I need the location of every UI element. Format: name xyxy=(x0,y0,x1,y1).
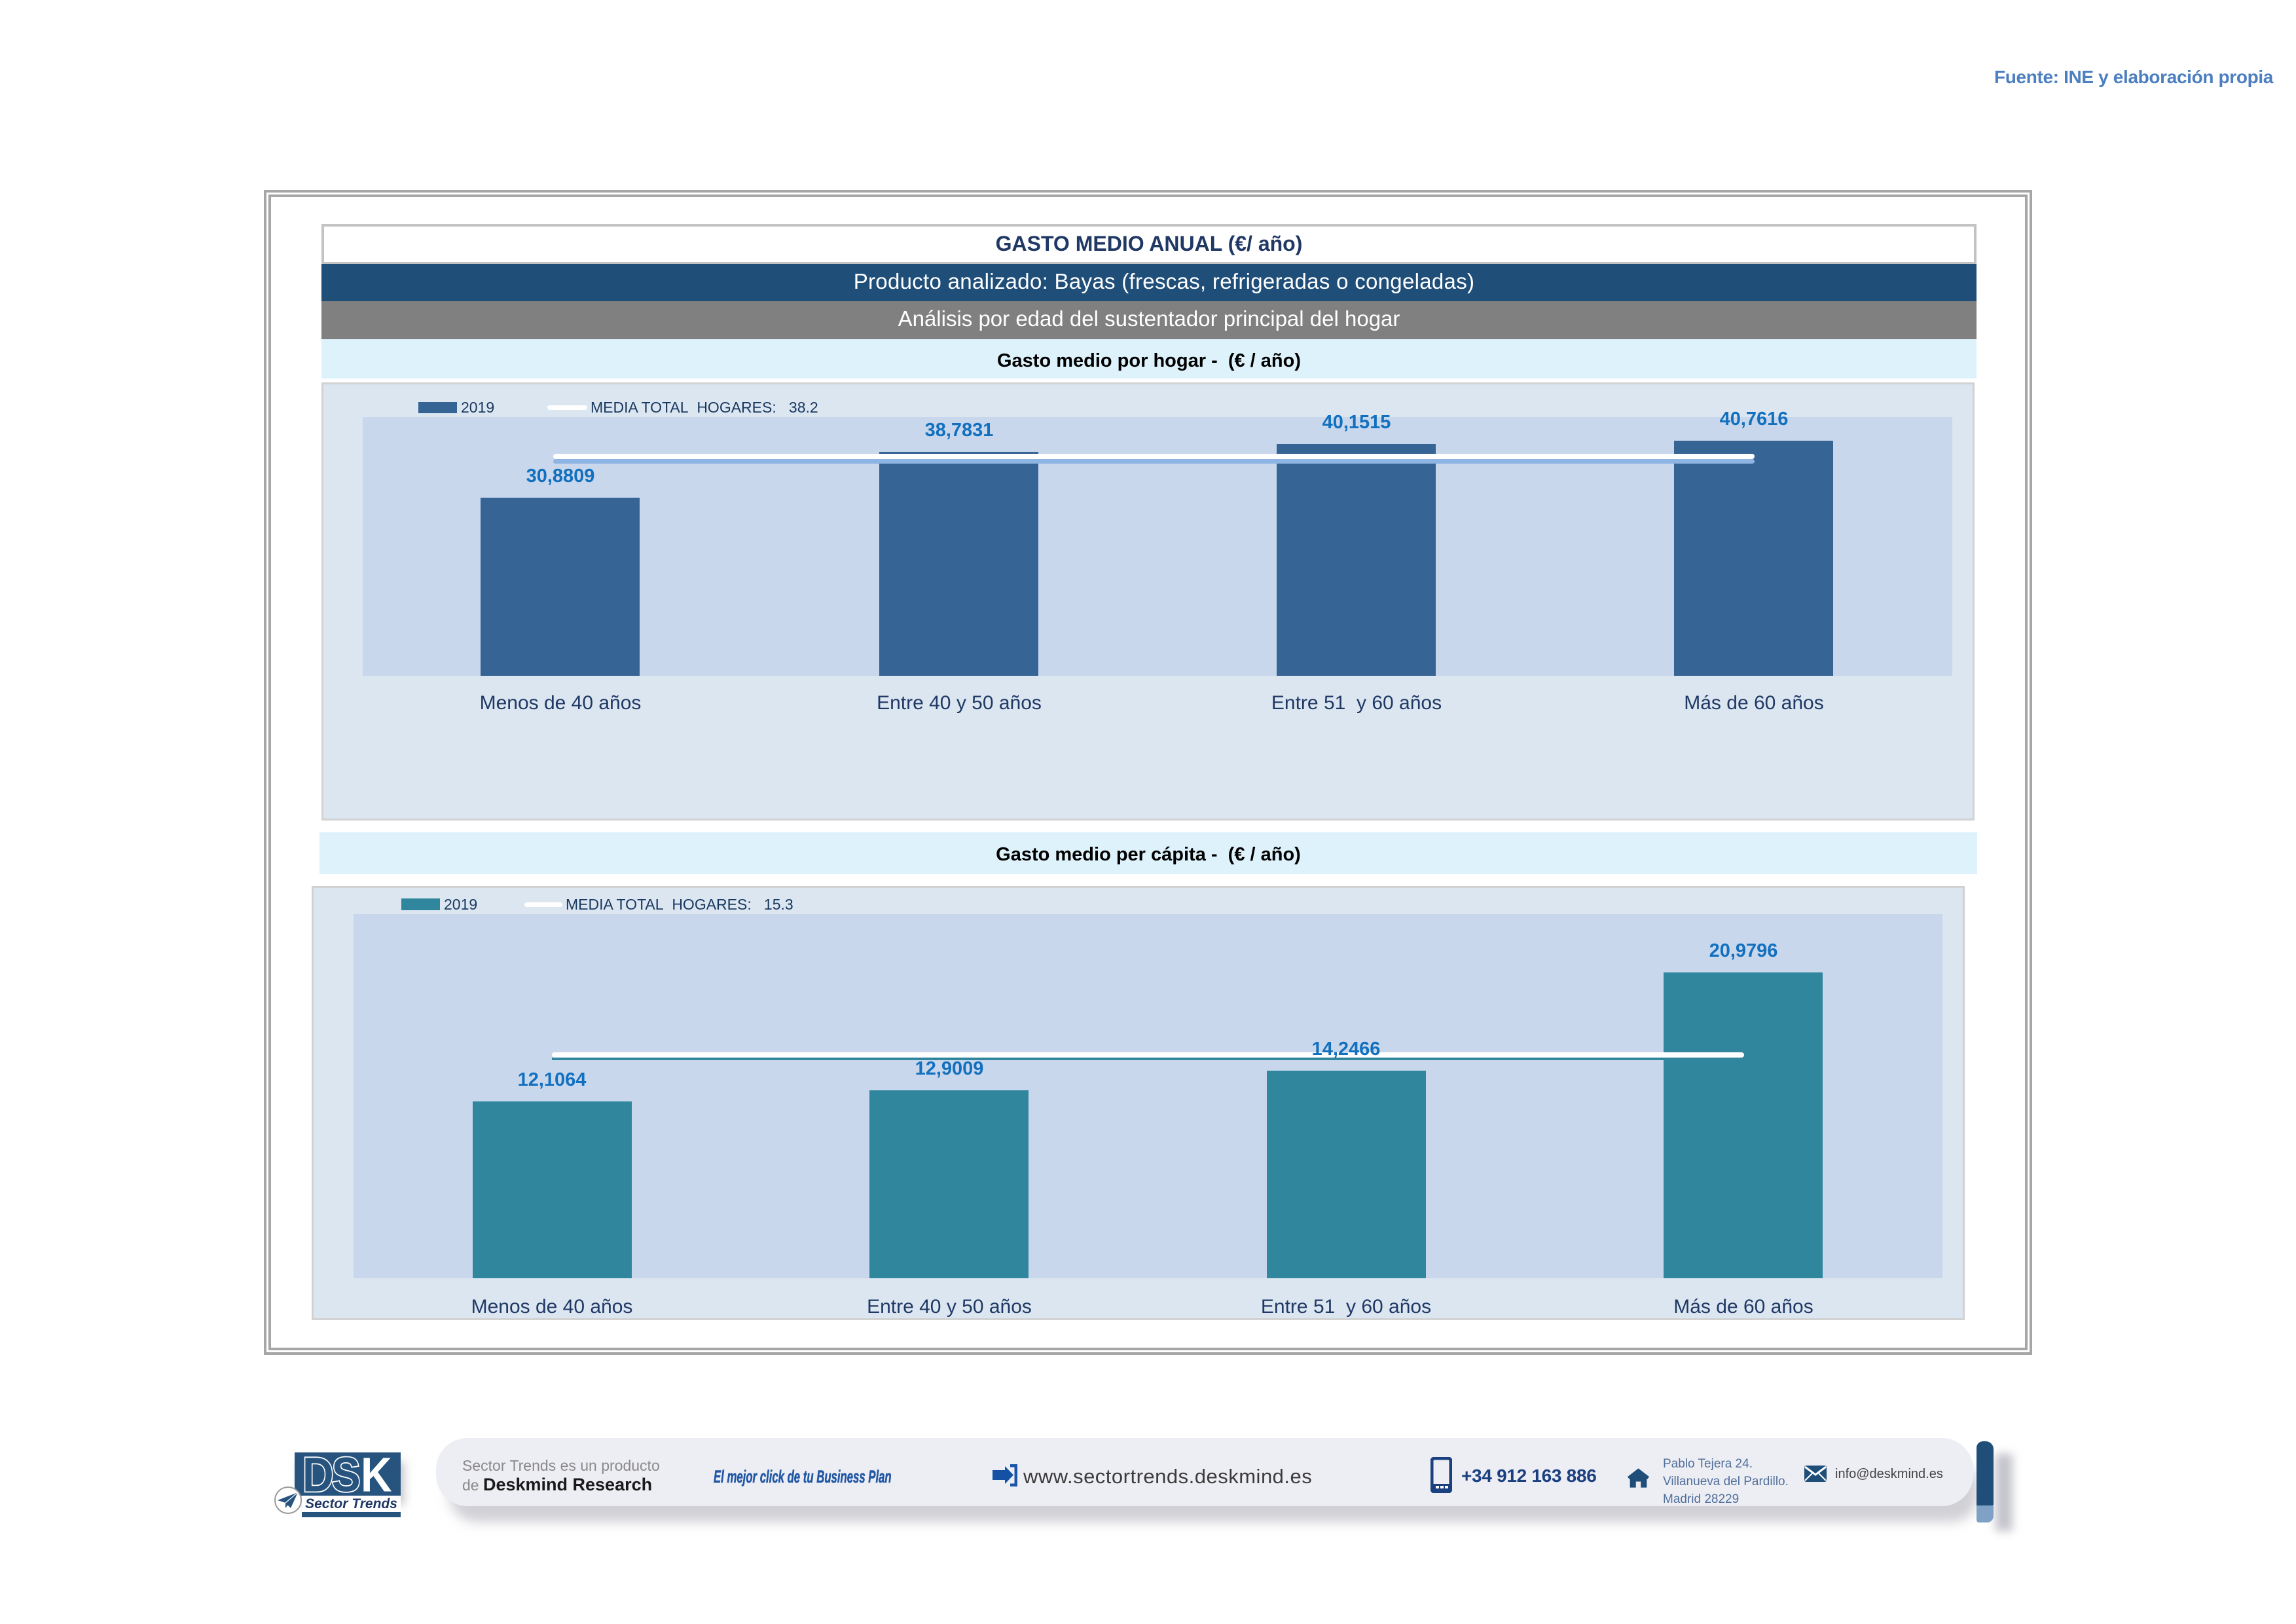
svg-text:DS: DS xyxy=(302,1452,359,1496)
svg-text:K: K xyxy=(361,1452,392,1496)
